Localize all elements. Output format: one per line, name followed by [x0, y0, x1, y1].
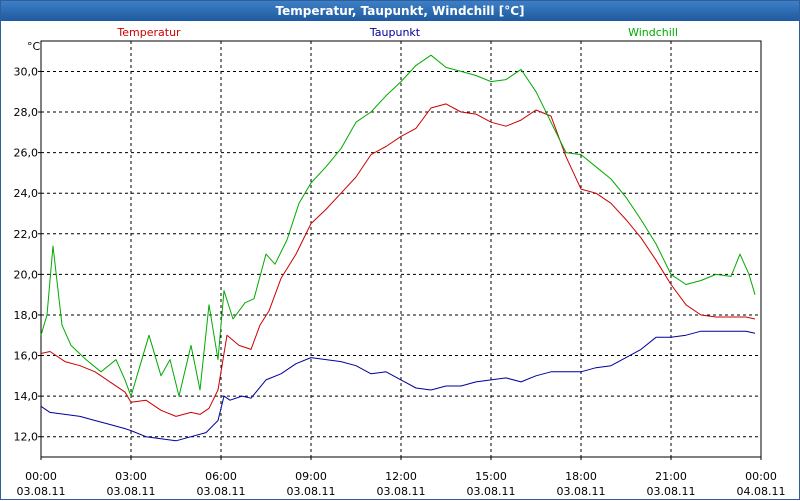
y-tick-label: 26,0	[14, 147, 39, 160]
legend-entry-windchill: Windchill	[628, 26, 678, 39]
x-tick-time-label: 09:00	[295, 470, 327, 483]
x-tick-time-label: 00:00	[745, 470, 777, 483]
x-tick-time-label: 15:00	[475, 470, 507, 483]
y-tick-label: 30,0	[14, 65, 39, 78]
x-tick-date-label: 04.08.11	[737, 485, 786, 498]
x-tick-date-label: 03.08.11	[467, 485, 516, 498]
legend-entry-temperatur: Temperatur	[116, 26, 181, 39]
x-tick-date-label: 03.08.11	[197, 485, 246, 498]
y-tick-label: 28,0	[14, 106, 39, 119]
y-tick-label: 18,0	[14, 309, 39, 322]
x-tick-date-label: 03.08.11	[647, 485, 696, 498]
series-line-taupunkt	[40, 330, 756, 442]
legend-entry-taupunkt: Taupunkt	[369, 26, 421, 39]
x-tick-date-label: 03.08.11	[287, 485, 336, 498]
x-tick-time-label: 00:00	[25, 470, 57, 483]
x-tick-time-label: 12:00	[385, 470, 417, 483]
x-tick-time-label: 18:00	[565, 470, 597, 483]
x-tick-date-label: 03.08.11	[557, 485, 606, 498]
series-line-temperatur	[40, 103, 756, 417]
y-tick-label: 24,0	[14, 187, 39, 200]
x-tick-time-label: 21:00	[655, 470, 687, 483]
y-tick-label: 20,0	[14, 268, 39, 281]
window-title: Temperatur, Taupunkt, Windchill [°C]	[1, 1, 799, 21]
y-tick-label: 16,0	[14, 350, 39, 363]
x-tick-time-label: 06:00	[205, 470, 237, 483]
plot-area	[40, 40, 762, 458]
series-line-windchill	[40, 54, 756, 397]
y-tick-label: 22,0	[14, 228, 39, 241]
y-tick-label: 14,0	[14, 390, 39, 403]
y-tick-label: 12,0	[14, 431, 39, 444]
y-axis-label: °C	[27, 40, 41, 53]
x-tick-time-label: 03:00	[115, 470, 147, 483]
x-tick-date-label: 03.08.11	[107, 485, 156, 498]
x-tick-date-label: 03.08.11	[377, 485, 426, 498]
x-tick-date-label: 03.08.11	[17, 485, 66, 498]
